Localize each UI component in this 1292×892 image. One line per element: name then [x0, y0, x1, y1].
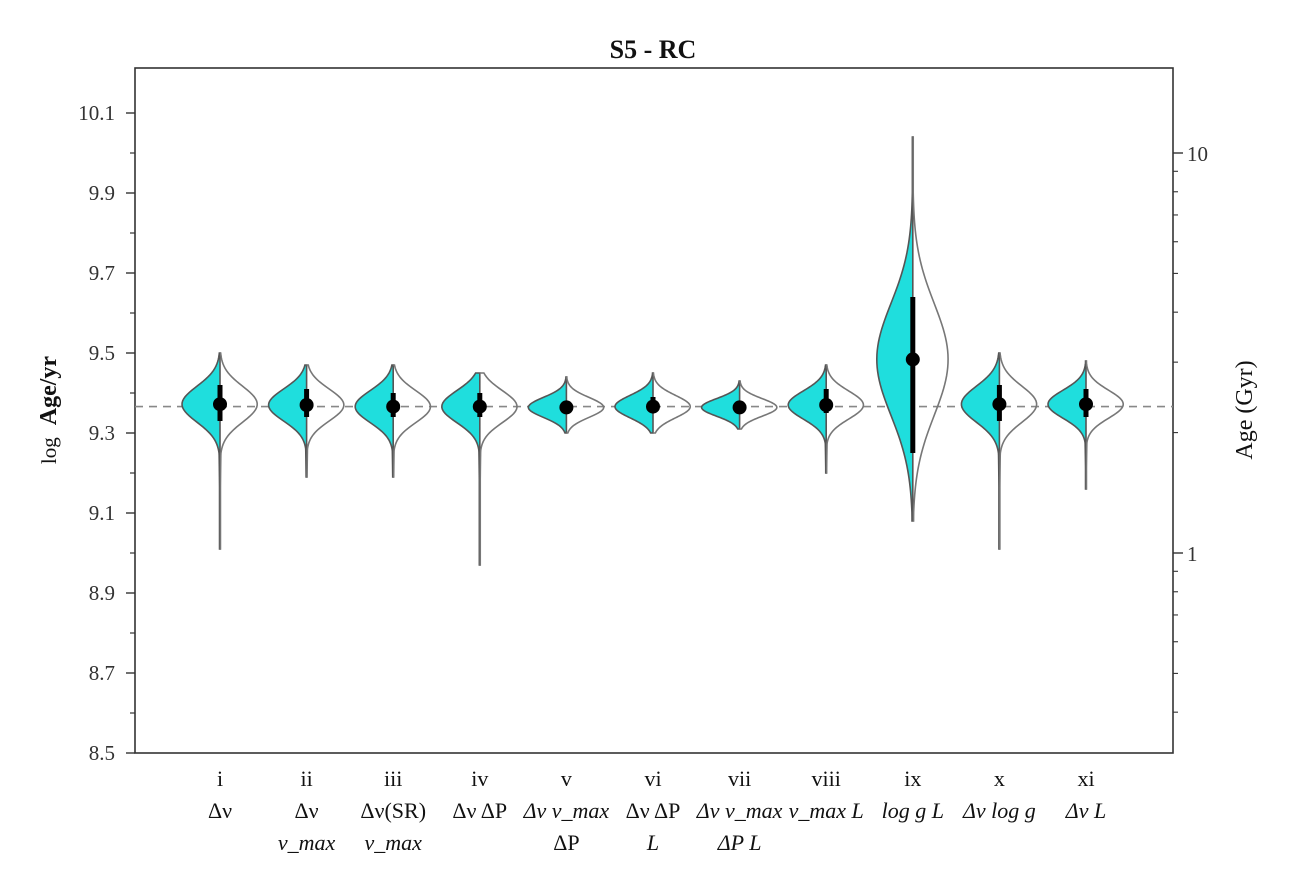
- category-sublabel: L: [646, 830, 659, 855]
- violin-x: [960, 352, 1038, 550]
- violin-left-half: [960, 352, 1001, 550]
- violin-i: [181, 352, 258, 550]
- plot-frame: [134, 67, 1174, 754]
- x-axis-labels: i Δν ii Δν ν_max iii Δν(SR) ν_max iv Δν ΔP v Δν ν_m…: [208, 766, 1106, 855]
- violin-right-half: [566, 376, 605, 434]
- category-label-i: i: [217, 766, 223, 791]
- category-sublabel: Δν ν_max: [523, 798, 610, 823]
- category-label-ii: ii: [300, 766, 312, 791]
- violin-left-half: [614, 372, 654, 434]
- violin-v: [527, 376, 605, 434]
- y-tick-label: 10.1: [78, 101, 115, 125]
- violin-right-half: [652, 372, 692, 434]
- violin-right-half: [306, 364, 345, 478]
- category-sublabel: ΔP: [553, 830, 579, 855]
- median-marker: [992, 397, 1007, 412]
- violin-iv: [441, 372, 518, 566]
- category-label-iv: iv: [471, 766, 488, 791]
- category-sublabel: Δν: [295, 798, 319, 823]
- category-sublabel: ΔP L: [717, 830, 762, 855]
- y2-tick-label: 1: [1187, 542, 1198, 566]
- violin-left-half: [1047, 360, 1087, 490]
- median-marker: [1079, 397, 1093, 412]
- category-label-x: x: [994, 766, 1005, 791]
- chart-title: S5 - RC: [610, 35, 697, 64]
- category-sublabel: Δν ΔP: [626, 798, 681, 823]
- category-label-vi: vi: [644, 766, 661, 791]
- category-sublabel: Δν: [208, 798, 232, 823]
- category-sublabel: Δν ν_max: [696, 798, 783, 823]
- y-axis-title-prefix: log: [37, 437, 61, 464]
- category-label-xi: xi: [1077, 766, 1094, 791]
- category-sublabel: Δν ΔP: [452, 798, 507, 823]
- category-label-iii: iii: [384, 766, 402, 791]
- y-tick-label: 8.9: [89, 581, 115, 605]
- y2-axis-ticks: 1 10: [1173, 142, 1208, 713]
- violin-left-half: [700, 380, 741, 430]
- category-label-ix: ix: [904, 766, 921, 791]
- median-marker: [905, 352, 920, 367]
- median-marker: [646, 399, 660, 414]
- median-marker: [386, 399, 401, 414]
- violin-left-half: [267, 364, 308, 478]
- violin-viii: [787, 364, 865, 474]
- y-axis-ticks: 8.5 8.7 8.9 9.1 9.3 9.5 9.7 9.9 10.1: [78, 101, 135, 765]
- violin-right-half: [219, 352, 258, 550]
- category-label-vii: vii: [728, 766, 751, 791]
- y-axis-title: log Age/yr: [36, 356, 62, 464]
- violin-right-half: [1085, 360, 1125, 490]
- y-tick-label: 9.3: [89, 421, 115, 445]
- violin-ii: [267, 364, 345, 478]
- violin-left-half: [875, 136, 914, 522]
- violin-left-half: [181, 352, 221, 550]
- violins-layer: [181, 136, 1125, 566]
- median-marker: [299, 398, 314, 412]
- violin-right-half: [392, 364, 432, 478]
- violin-xi: [1047, 360, 1125, 490]
- violin-right-half: [479, 372, 518, 566]
- violin-vi: [614, 372, 692, 434]
- median-marker: [213, 397, 227, 412]
- median-marker: [472, 399, 487, 414]
- violin-iii: [354, 364, 432, 478]
- median-marker: [732, 400, 747, 415]
- category-label-v: v: [561, 766, 572, 791]
- violin-left-half: [527, 376, 568, 434]
- violin-ix: [875, 136, 949, 522]
- violin-right-half: [912, 136, 949, 522]
- category-sublabel: Δν(SR): [360, 798, 426, 823]
- category-sublabel: ν_max: [278, 830, 336, 855]
- violin-right-half: [739, 380, 778, 430]
- violin-vii: [700, 380, 778, 430]
- y2-tick-label: 10: [1187, 142, 1208, 166]
- category-sublabel: log g L: [882, 798, 944, 823]
- y-axis-title-main: Age/yr: [36, 356, 62, 426]
- median-marker: [819, 398, 834, 412]
- violin-left-half: [441, 372, 481, 566]
- y-tick-label: 9.5: [89, 341, 115, 365]
- median-marker: [559, 400, 574, 415]
- y-tick-label: 8.5: [89, 741, 115, 765]
- violin-left-half: [787, 364, 827, 474]
- category-sublabel: Δν log g: [962, 798, 1036, 823]
- violin-right-half: [825, 364, 865, 474]
- y-tick-label: 9.7: [89, 261, 115, 285]
- category-sublabel: ν_max L: [789, 798, 864, 823]
- y-tick-label: 8.7: [89, 661, 115, 685]
- y-tick-label: 9.9: [89, 181, 115, 205]
- violin-right-half: [999, 352, 1038, 550]
- violin-left-half: [354, 364, 394, 478]
- y2-axis-title: Age (Gyr): [1232, 360, 1258, 459]
- category-sublabel: Δν L: [1065, 798, 1106, 823]
- category-label-viii: viii: [812, 766, 841, 791]
- y-tick-label: 9.1: [89, 501, 115, 525]
- category-sublabel: ν_max: [364, 830, 422, 855]
